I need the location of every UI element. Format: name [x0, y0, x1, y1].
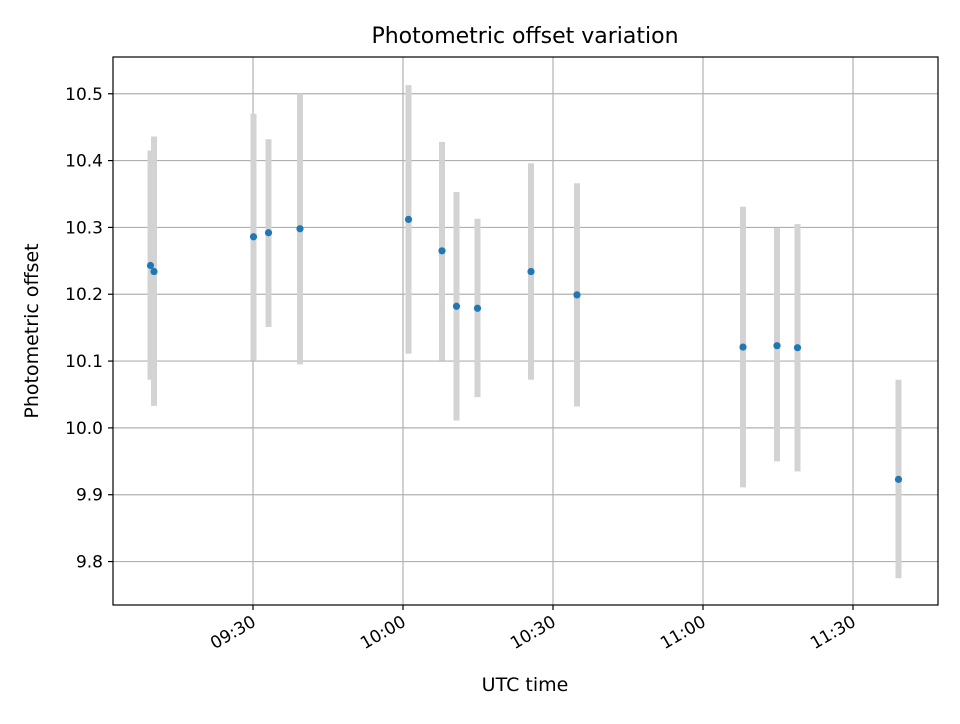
data-point: [739, 343, 746, 350]
data-point: [527, 268, 534, 275]
data-point: [296, 225, 303, 232]
data-point: [895, 476, 902, 483]
x-axis-label: UTC time: [482, 674, 569, 696]
y-tick-label: 10.1: [65, 352, 103, 372]
y-axis-label: Photometric offset: [21, 243, 43, 418]
y-tick-label: 10.5: [65, 85, 103, 105]
data-point: [453, 303, 460, 310]
y-tick-label: 10.3: [65, 218, 103, 238]
data-point: [250, 233, 257, 240]
y-tick-label: 9.9: [76, 486, 103, 506]
data-point: [147, 262, 154, 269]
data-point: [794, 344, 801, 351]
y-tick-label: 10.2: [65, 285, 103, 305]
data-point: [265, 229, 272, 236]
data-point: [150, 268, 157, 275]
y-tick-label: 10.4: [65, 152, 103, 172]
data-point: [405, 216, 412, 223]
data-point: [438, 247, 445, 254]
data-point: [474, 305, 481, 312]
data-point: [573, 291, 580, 298]
y-tick-label: 10.0: [65, 419, 103, 439]
y-tick-label: 9.8: [76, 553, 103, 573]
data-point: [773, 342, 780, 349]
chart-title: Photometric offset variation: [371, 24, 678, 49]
